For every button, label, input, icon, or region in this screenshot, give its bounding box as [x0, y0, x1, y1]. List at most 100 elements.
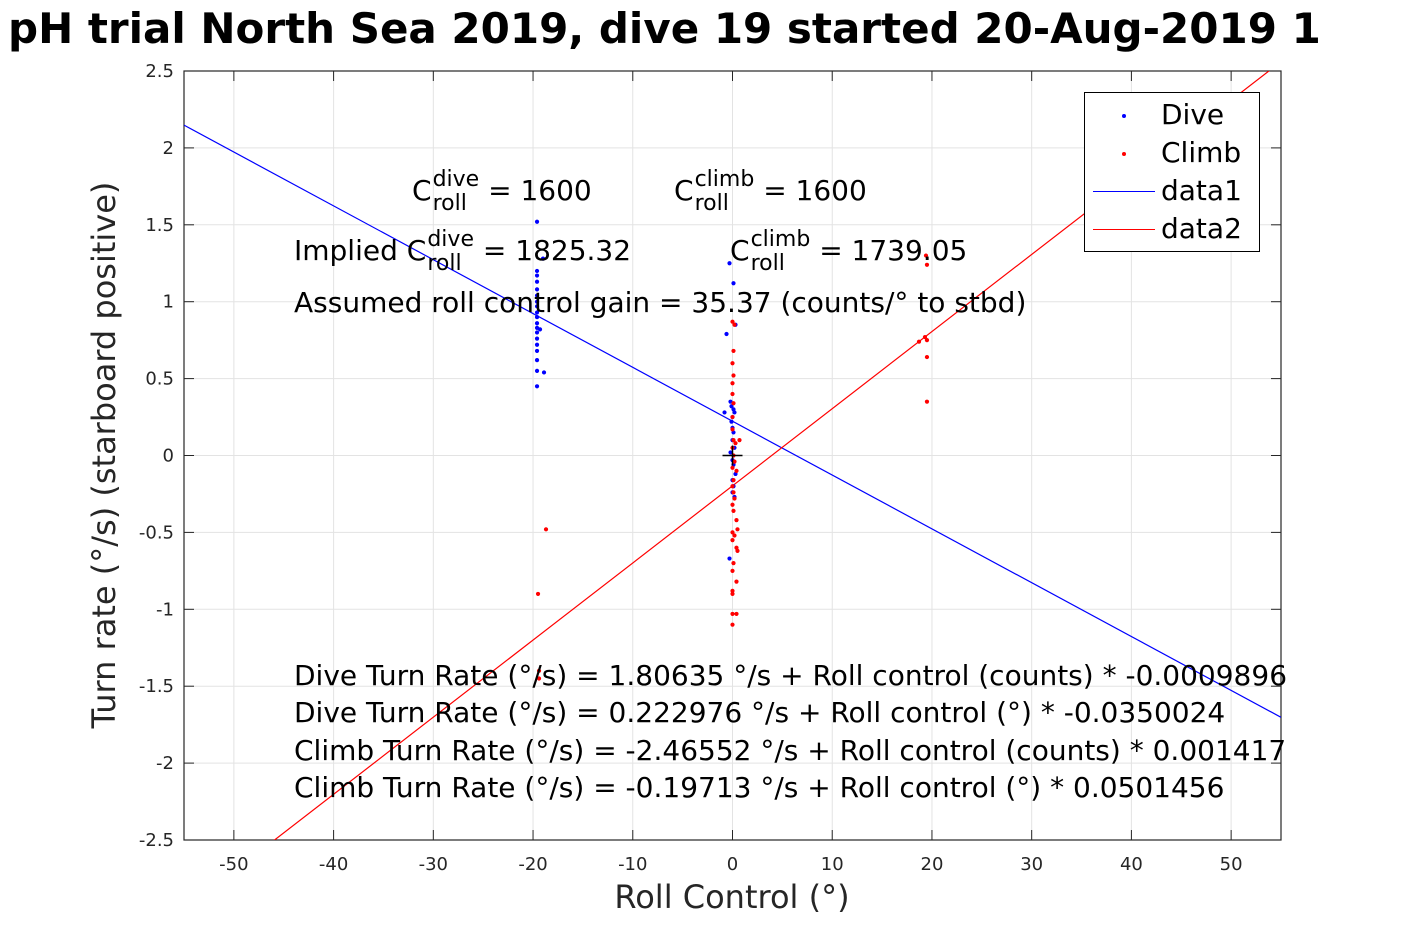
climb-point — [924, 399, 930, 404]
dive-point — [731, 281, 736, 286]
climb-point — [924, 338, 930, 343]
legend-line-data2 — [1093, 229, 1155, 230]
dive-point — [534, 348, 540, 354]
dive-point — [727, 261, 732, 266]
legend-label-data2: data2 — [1161, 212, 1242, 245]
x-tick-label: -20 — [518, 854, 547, 875]
symbol-c: C — [406, 234, 427, 267]
dive-point — [534, 310, 540, 315]
legend-marker-climb — [1122, 152, 1126, 156]
symbol-dive-superscript: dive — [427, 227, 474, 252]
climb-point — [734, 468, 739, 473]
climb-point — [924, 354, 930, 360]
climb-point — [730, 588, 735, 593]
legend-marker-dive — [1122, 114, 1126, 118]
dive-point — [732, 410, 737, 415]
climb-point — [735, 527, 740, 532]
equation-dive-degrees: Dive Turn Rate (°/s) = 0.222976 °/s + Ro… — [294, 696, 1226, 729]
implied-label: Implied — [294, 234, 398, 267]
y-tick-label: 0 — [163, 446, 174, 467]
climb-point — [730, 568, 735, 573]
climb-point — [734, 517, 739, 523]
equation-dive-counts: Dive Turn Rate (°/s) = 1.80635 °/s + Rol… — [294, 659, 1288, 692]
symbol-roll-subscript: roll — [432, 191, 467, 216]
legend-item-data2: data2 — [1085, 210, 1259, 248]
climb-point — [536, 668, 542, 673]
dive-point — [537, 327, 543, 332]
dive-point — [534, 293, 540, 298]
climb-point — [730, 502, 735, 507]
dive-point — [534, 336, 540, 341]
y-tick-label: -1.5 — [139, 676, 174, 697]
legend-item-climb: Climb — [1085, 134, 1259, 172]
y-axis-label: Turn rate (°/s) (starboard positive) — [85, 181, 123, 729]
legend: Dive Climb data1 data2 — [1084, 92, 1260, 252]
legend-label-data1: data1 — [1161, 174, 1242, 207]
climb-point — [922, 334, 928, 340]
symbol-roll-subscript: roll — [694, 191, 729, 216]
x-axis-label: Roll Control (°) — [614, 878, 850, 916]
symbol-climb-superscript: climb — [694, 167, 755, 192]
climb-point — [734, 579, 739, 584]
climb-point — [731, 478, 736, 483]
climb-point — [731, 348, 736, 354]
dive-point — [540, 256, 546, 261]
climb-point — [535, 591, 541, 597]
climb-point — [737, 438, 742, 443]
y-tick-label: -2 — [156, 753, 174, 774]
dive-point — [534, 219, 540, 224]
climb-point — [730, 622, 735, 627]
dive-point — [534, 273, 540, 278]
implied-climb-value: = 1739.05 — [819, 234, 968, 267]
legend-label-dive: Dive — [1161, 98, 1225, 131]
dive-point — [534, 304, 540, 309]
climb-point — [730, 319, 735, 324]
y-tick-label: -0.5 — [139, 522, 174, 543]
climb-point — [731, 373, 736, 378]
climb-point — [733, 441, 738, 446]
climb-point — [536, 676, 542, 681]
x-tick-label: -50 — [219, 854, 248, 875]
x-tick-label: 0 — [727, 854, 738, 875]
dive-point — [727, 556, 732, 561]
y-tick-label: 0.5 — [145, 369, 174, 390]
dive-point — [534, 384, 540, 389]
symbol-roll-subscript: roll — [427, 251, 462, 276]
climb-point — [730, 465, 735, 470]
symbol-roll-subscript: roll — [750, 251, 785, 276]
climb-point — [731, 561, 736, 566]
symbol-dive-superscript: dive — [432, 167, 480, 192]
equation-climb-degrees: Climb Turn Rate (°/s) = -0.19713 °/s + R… — [294, 771, 1225, 804]
climb-point — [731, 401, 736, 406]
dive-point — [729, 419, 734, 424]
climb-point — [732, 496, 737, 501]
climb-point — [916, 339, 922, 344]
climb-point — [923, 253, 929, 258]
dive-point — [722, 410, 727, 415]
climb-point — [735, 548, 740, 553]
c-roll-dive-value: = 1600 — [488, 174, 592, 207]
climb-point — [730, 381, 735, 386]
climb-point — [731, 438, 736, 443]
dive-point — [534, 358, 540, 363]
dive-point — [541, 370, 547, 375]
y-tick-label: -1 — [156, 599, 174, 620]
climb-point — [732, 322, 737, 327]
climb-point — [730, 414, 735, 420]
dive-point — [534, 330, 540, 335]
x-tick-label: 50 — [1220, 854, 1243, 875]
climb-point — [732, 459, 737, 464]
x-tick-label: -40 — [319, 854, 348, 875]
climb-point — [730, 484, 735, 489]
symbol-c: C — [730, 234, 750, 267]
implied-dive-value: = 1825.32 — [482, 234, 632, 267]
climb-point — [730, 391, 735, 397]
equation-climb-counts: Climb Turn Rate (°/s) = -2.46552 °/s + R… — [294, 734, 1287, 767]
x-tick-label: -30 — [419, 854, 448, 875]
dive-point — [728, 450, 733, 455]
y-tick-label: 2 — [163, 138, 174, 159]
